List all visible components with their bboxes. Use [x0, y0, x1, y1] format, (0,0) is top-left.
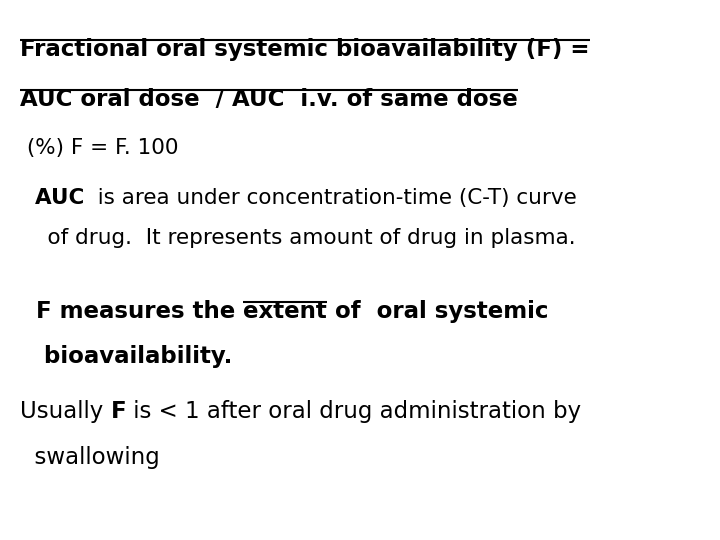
Text: Usually: Usually	[20, 400, 110, 423]
Text: of drug.  It represents amount of drug in plasma.: of drug. It represents amount of drug in…	[20, 228, 575, 248]
Text: bioavailability.: bioavailability.	[20, 345, 233, 368]
Text: (%) F = F. 100: (%) F = F. 100	[20, 138, 179, 158]
Text: F measures the: F measures the	[20, 300, 243, 323]
Text: extent: extent	[243, 300, 327, 323]
Text: is area under concentration-time (C-T) curve: is area under concentration-time (C-T) c…	[84, 188, 577, 208]
Text: AUC: AUC	[20, 188, 84, 208]
Text: of  oral systemic: of oral systemic	[327, 300, 549, 323]
Text: AUC oral dose  / AUC  i.v. of same dose: AUC oral dose / AUC i.v. of same dose	[20, 88, 518, 111]
Text: F: F	[110, 400, 126, 423]
Text: swallowing: swallowing	[20, 446, 160, 469]
Text: Fractional oral systemic bioavailability (F) =: Fractional oral systemic bioavailability…	[20, 38, 590, 61]
Text: is < 1 after oral drug administration by: is < 1 after oral drug administration by	[126, 400, 581, 423]
